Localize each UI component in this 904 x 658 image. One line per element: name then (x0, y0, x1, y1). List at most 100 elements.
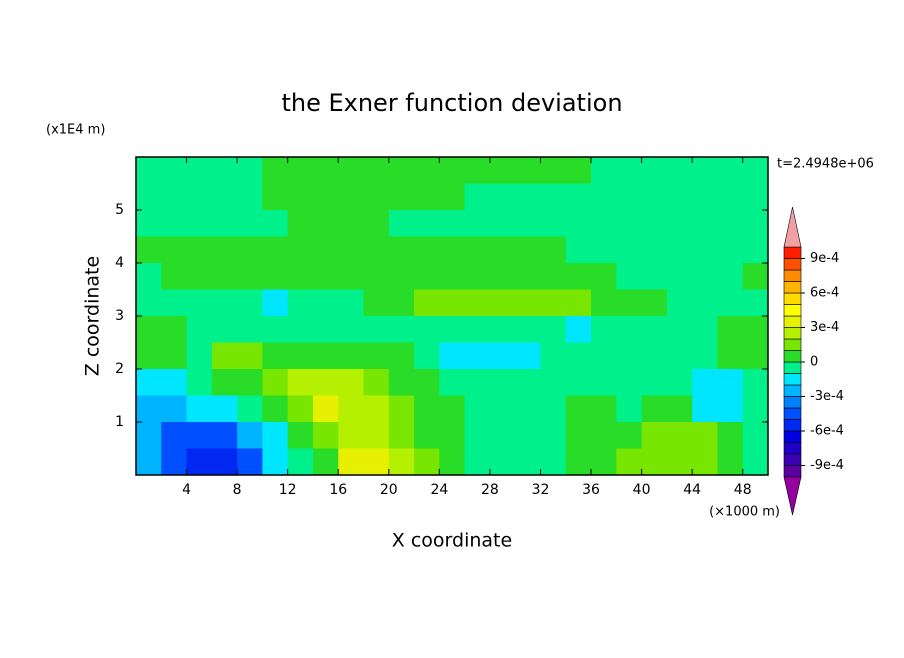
contour-cell (414, 157, 440, 184)
contour-cell (515, 395, 541, 423)
contour-cell (540, 289, 567, 317)
colorbar-box (783, 453, 802, 466)
colorbar-tick-label: 3e-4 (810, 320, 839, 335)
contour-cell (591, 210, 617, 237)
contour-cell (338, 236, 365, 264)
contour-cell (237, 448, 263, 476)
contour-cell (591, 183, 617, 211)
contour-cell (262, 422, 289, 449)
contour-cell (616, 316, 643, 343)
contour-cell (161, 289, 188, 317)
contour-cell (312, 369, 339, 396)
contour-cell (565, 289, 592, 317)
contour-cell (565, 236, 592, 264)
contour-cell (237, 395, 263, 423)
colorbar-box (783, 407, 802, 420)
contour-cell (287, 369, 314, 396)
contour-cell (312, 448, 339, 476)
contour-cell (161, 448, 188, 476)
y-unit-label: (x1E4 m) (46, 123, 105, 138)
contour-cell (515, 157, 541, 184)
contour-cell (312, 342, 339, 370)
y-tick-label: 3 (115, 308, 124, 324)
contour-cell (237, 289, 263, 317)
x-tick-label: 40 (633, 482, 651, 498)
contour-cell (717, 236, 744, 264)
contour-cell (515, 210, 541, 237)
x-tick-label: 12 (279, 482, 297, 498)
x-tick-label: 44 (683, 482, 701, 498)
contour-cell (489, 263, 516, 290)
contour-cell (388, 342, 415, 370)
contour-cell (489, 395, 516, 423)
contour-cell (262, 395, 289, 423)
contour-cell (211, 448, 238, 476)
contour-cell (136, 316, 162, 343)
contour-cell (211, 422, 238, 449)
contour-cell (363, 210, 390, 237)
colorbar-box (783, 465, 802, 478)
contour-cell (136, 263, 162, 290)
contour-cell (262, 236, 289, 264)
y-axis-label: Z coordinate (82, 256, 104, 376)
field (136, 157, 769, 476)
contour-cell (237, 210, 263, 237)
contour-cell (338, 422, 365, 449)
contour-cell (515, 422, 541, 449)
contour-cell (186, 369, 213, 396)
colorbar-box (783, 442, 802, 455)
contour-cell (616, 369, 643, 396)
contour-cell (262, 342, 289, 370)
contour-cell (540, 369, 567, 396)
contour-cell (414, 448, 440, 476)
contour-cell (742, 369, 769, 396)
contour-cell (439, 422, 466, 449)
contour-cell (363, 236, 390, 264)
contour-cell (186, 316, 213, 343)
contour-cell (237, 422, 263, 449)
contour-cell (136, 395, 162, 423)
colorbar-box (783, 384, 802, 397)
colorbar-box (783, 315, 802, 328)
contour-cell (136, 236, 162, 264)
contour-cell (666, 263, 693, 290)
colorbar-box (783, 304, 802, 317)
contour-cell (414, 369, 440, 396)
contour-cell (136, 422, 162, 449)
colorbar-tick-label: 0 (810, 355, 818, 370)
contour-cell (439, 263, 466, 290)
contour-cell (692, 157, 718, 184)
contour-cell (262, 157, 289, 184)
colorbar-box (783, 419, 802, 432)
contour-cell (287, 236, 314, 264)
contour-cell (439, 316, 466, 343)
colorbar-box (783, 338, 802, 351)
contour-cell (616, 395, 643, 423)
chart-title: the Exner function deviation (281, 89, 622, 117)
colorbar-under (783, 476, 802, 516)
contour-cell (540, 263, 567, 290)
contour-cell (565, 342, 592, 370)
contour-cell (363, 289, 390, 317)
contour-cell (565, 422, 592, 449)
contour-cell (692, 395, 718, 423)
contour-cell (312, 422, 339, 449)
contour-cell (591, 448, 617, 476)
contour-cell (641, 369, 668, 396)
contour-cell (161, 395, 188, 423)
contour-cell (742, 183, 769, 211)
contour-cell (591, 236, 617, 264)
contour-cell (464, 157, 491, 184)
contour-cell (312, 210, 339, 237)
contour-cell (616, 289, 643, 317)
contour-cell (565, 263, 592, 290)
contour-cell (591, 342, 617, 370)
contour-cell (388, 263, 415, 290)
contour-cell (161, 157, 188, 184)
contour-cell (717, 422, 744, 449)
contour-cell (312, 236, 339, 264)
colorbar-box (783, 258, 802, 271)
contour-cell (161, 236, 188, 264)
contour-cell (287, 316, 314, 343)
y-tick-label: 5 (115, 202, 124, 218)
